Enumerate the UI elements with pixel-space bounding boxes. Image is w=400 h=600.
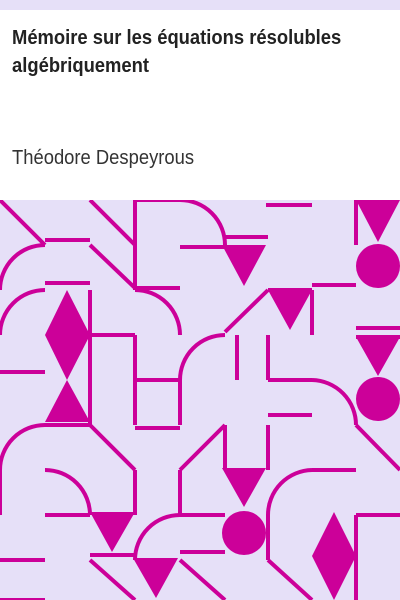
cover-pattern-artwork	[0, 200, 400, 600]
top-color-strip	[0, 0, 400, 10]
book-title: Mémoire sur les équations résolubles alg…	[12, 27, 342, 77]
book-author: Théodore Despeyrous	[12, 147, 195, 169]
